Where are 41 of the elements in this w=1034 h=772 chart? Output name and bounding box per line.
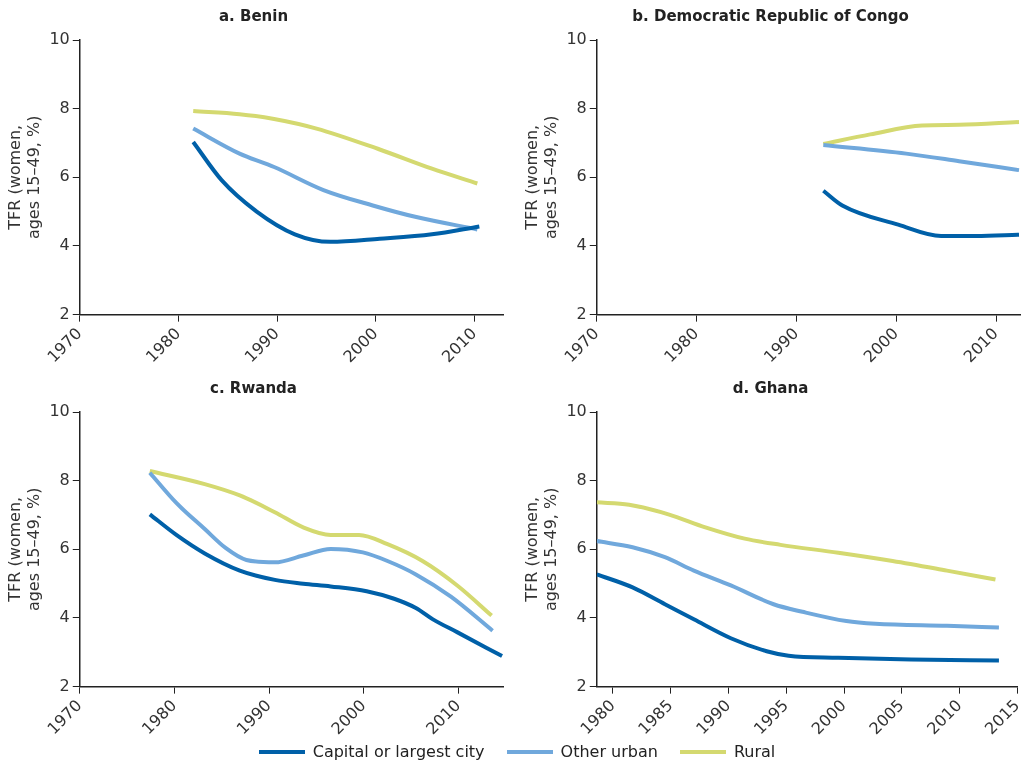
y-axis-title: TFR (women, ages 15–49, %) (4, 487, 43, 612)
y-tick-label: 4 (59, 235, 70, 255)
line-series (191, 139, 482, 244)
y-tick-label: 10 (566, 401, 587, 421)
line-series (191, 109, 480, 186)
y-tick-label: 8 (576, 97, 587, 117)
line-series (596, 572, 1001, 663)
line-series (596, 500, 998, 582)
y-tick-label: 10 (49, 29, 70, 49)
y-axis-title: TFR (women, ages 15–49, %) (521, 115, 560, 240)
line-series (191, 126, 480, 232)
chart-title: d. Ghana (732, 378, 809, 397)
y-axis-title: TFR (women, ages 15–49, %) (4, 115, 43, 240)
legend-label: Capital or largest city (312, 742, 485, 761)
y-tick-label: 2 (576, 303, 587, 323)
y-tick-label: 8 (59, 97, 70, 117)
line-series (821, 188, 1020, 239)
chart-title: c. Rwanda (210, 378, 297, 397)
y-tick-label: 8 (576, 469, 587, 489)
line-series (821, 143, 1020, 173)
y-tick-label: 4 (576, 235, 587, 255)
y-tick-label: 10 (49, 401, 70, 421)
line-series (821, 120, 1020, 147)
chart-title: a. Benin (218, 6, 289, 25)
y-tick-label: 6 (576, 166, 587, 186)
y-tick-label: 10 (566, 29, 587, 49)
line-series (147, 512, 503, 659)
y-tick-label: 6 (576, 538, 587, 558)
y-tick-label: 2 (576, 675, 587, 695)
line-series (596, 539, 1001, 630)
y-tick-label: 2 (59, 675, 70, 695)
y-tick-label: 8 (59, 469, 70, 489)
chart-title: b. Democratic Republic of Congo (632, 6, 909, 25)
y-axis-title: TFR (women, ages 15–49, %) (521, 487, 560, 612)
y-tick-label: 6 (59, 166, 70, 186)
y-tick-label: 4 (576, 607, 587, 627)
legend-label: Rural (733, 742, 776, 761)
y-tick-label: 2 (59, 303, 70, 323)
y-tick-label: 4 (59, 607, 70, 627)
y-tick-label: 6 (59, 538, 70, 558)
legend-label: Other urban (560, 742, 658, 761)
